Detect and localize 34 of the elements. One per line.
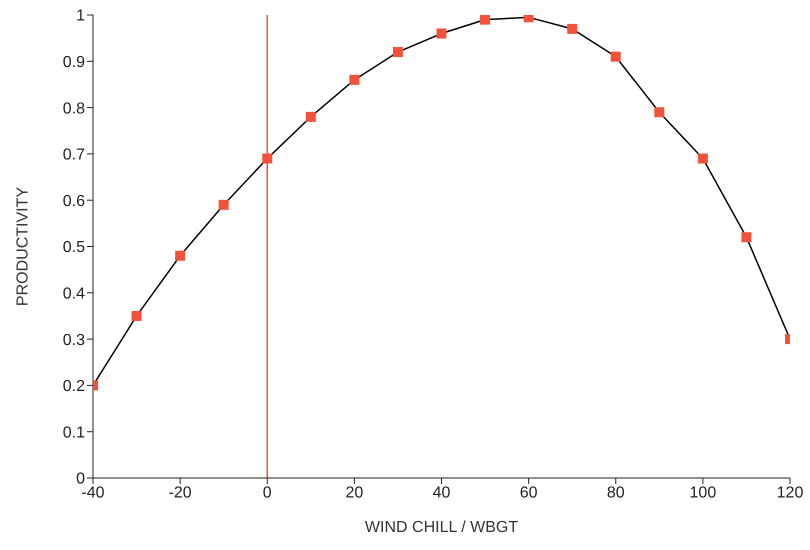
x-tick-label: 20 [345, 484, 364, 502]
y-tick-label: 0.1 [62, 424, 86, 442]
point [349, 74, 360, 85]
point [654, 107, 664, 118]
y-tick-label: 0.5 [62, 239, 86, 256]
y-tick-label: 0.9 [62, 54, 86, 71]
y-axis-title: PRODUCTIVITY [14, 186, 32, 306]
point [132, 310, 142, 321]
y-tick-label: 0.8 [62, 100, 86, 118]
x-axis-title: WIND CHILL / WBGT [364, 519, 518, 536]
y-tick-label: 0.6 [62, 192, 86, 210]
point [392, 47, 403, 58]
y-tick-label: 0.7 [62, 146, 86, 164]
y-tick-label: 0.2 [62, 378, 86, 396]
point [567, 24, 578, 34]
y-tick-label: 1 [76, 8, 86, 25]
point [436, 28, 446, 39]
point [175, 250, 186, 261]
point [218, 200, 229, 210]
x-tick-label: 120 [776, 484, 804, 502]
y-tick-label: 0.4 [62, 285, 86, 302]
point [610, 52, 621, 62]
x-tick-label: -20 [168, 484, 192, 502]
point [698, 154, 708, 164]
point [306, 112, 316, 122]
x-tick-label: 0 [262, 484, 272, 502]
point [262, 154, 272, 164]
x-tick-label: 60 [520, 484, 538, 502]
y-tick-label: 0.3 [62, 332, 86, 349]
x-tick-label: 100 [690, 484, 716, 502]
point [741, 232, 752, 242]
point [480, 15, 490, 25]
x-tick-label: 40 [432, 484, 450, 502]
x-tick-label: 80 [606, 484, 625, 502]
